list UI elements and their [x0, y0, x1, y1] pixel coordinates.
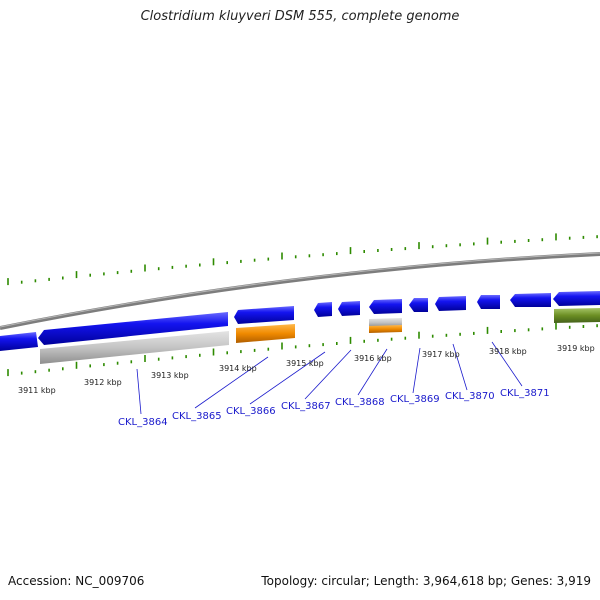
gene-label[interactable]: CKL_3870	[445, 391, 495, 402]
cds-feature[interactable]	[0, 332, 38, 351]
green-feature[interactable]	[554, 308, 600, 323]
grey-feature[interactable]	[369, 318, 402, 327]
gene-labels: CKL_3864 CKL_3865 CKL_3866 CKL_3867 CKL_…	[118, 388, 550, 428]
scale-label: 3918 kbp	[489, 347, 527, 356]
cds-feature[interactable]	[314, 302, 332, 317]
cds-feature[interactable]	[477, 295, 500, 309]
scale-label: 3916 kbp	[354, 354, 392, 363]
outer-tick-row	[7, 233, 598, 286]
topology-text: Topology: circular; Length: 3,964,618 bp…	[261, 574, 591, 588]
cds-feature[interactable]	[38, 312, 228, 345]
gene-label[interactable]: CKL_3867	[281, 401, 331, 412]
cds-feature[interactable]	[369, 299, 402, 314]
forward-cds-track	[0, 291, 600, 351]
map-title: Clostridium kluyveri DSM 555, complete g…	[140, 9, 460, 24]
gene-label[interactable]: CKL_3865	[172, 411, 222, 422]
orange-feature[interactable]	[236, 324, 295, 343]
cds-feature[interactable]	[409, 298, 428, 312]
scale-label: 3913 kbp	[151, 371, 189, 380]
gene-label[interactable]: CKL_3871	[500, 388, 550, 399]
gene-leader-lines	[136, 341, 523, 415]
scale-label: 3911 kbp	[18, 386, 56, 395]
cds-feature[interactable]	[553, 291, 600, 306]
scale-label: 3915 kbp	[286, 359, 324, 368]
gene-label[interactable]: CKL_3866	[226, 406, 276, 417]
gene-label[interactable]: CKL_3868	[335, 397, 385, 408]
genome-backbone	[0, 252, 600, 330]
cds-feature[interactable]	[435, 296, 466, 311]
scale-label: 3914 kbp	[219, 364, 257, 373]
orange-feature[interactable]	[369, 325, 402, 333]
cds-feature[interactable]	[338, 301, 360, 316]
scale-label: 3917 kbp	[422, 350, 460, 359]
scale-labels: 3911 kbp 3912 kbp 3913 kbp 3914 kbp 3915…	[18, 344, 595, 395]
grey-feature[interactable]	[40, 331, 229, 364]
secondary-feature-track	[40, 308, 600, 364]
inner-tick-row	[7, 322, 598, 377]
scale-label: 3919 kbp	[557, 344, 595, 353]
gene-label[interactable]: CKL_3869	[390, 394, 440, 405]
accession-text: Accession: NC_009706	[8, 574, 145, 588]
cds-feature[interactable]	[234, 306, 294, 324]
gene-label[interactable]: CKL_3864	[118, 417, 168, 428]
cds-feature[interactable]	[510, 293, 551, 307]
scale-label: 3912 kbp	[84, 378, 122, 387]
